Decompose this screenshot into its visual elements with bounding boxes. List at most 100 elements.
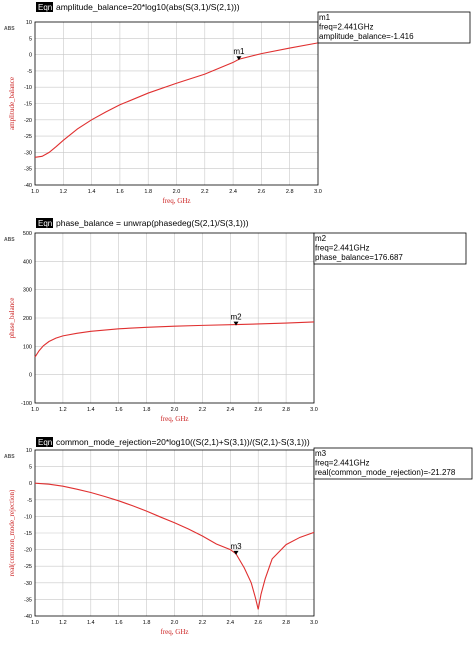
marker-readout-line: freq=2.441GHz [319, 23, 373, 32]
marker-label: m3 [230, 542, 242, 551]
y-tick-label: 0 [29, 373, 32, 379]
plot-frame [34, 449, 315, 617]
x-axis-label: freq, GHz [161, 415, 189, 423]
y-tick-label: -30 [24, 150, 32, 156]
x-tick-label: 1.0 [31, 407, 39, 413]
y-axis-label: amplitude_balance [8, 77, 16, 130]
plot-frame [34, 21, 319, 186]
eqn-badge-label: Eqn [38, 219, 52, 228]
y-tick-label: 500 [23, 231, 32, 237]
marker-readout-line: freq=2.441GHz [315, 244, 369, 253]
x-tick-label: 2.8 [282, 407, 290, 413]
marker-label: m1 [233, 47, 245, 56]
x-tick-label: 2.2 [199, 407, 207, 413]
y-tick-label: 400 [23, 259, 32, 265]
marker-readout-box [317, 11, 471, 44]
y-tick-label: 300 [23, 288, 32, 294]
marker-readout-line: m3 [315, 449, 327, 458]
x-tick-label: 1.4 [87, 620, 95, 626]
marker-readout-line: freq=2.441GHz [315, 459, 369, 468]
eqn-badge [36, 437, 53, 447]
y-tick-label: -25 [24, 134, 32, 140]
marker-readout-box [313, 232, 467, 265]
marker-label: m2 [230, 313, 242, 322]
marker-readout-line: amplitude_balance=-1.416 [319, 32, 414, 41]
eqn-badge-label: Eqn [38, 3, 52, 12]
x-tick-label: 1.8 [143, 407, 151, 413]
y-tick-label: -20 [24, 548, 32, 554]
y-tick-label: -10 [24, 85, 32, 91]
y-tick-label: -5 [27, 498, 32, 504]
chart-panel-2: Eqn phase_balance = unwrap(phasedeg(S(2,1… [4, 218, 467, 423]
y-tick-label: -10 [24, 514, 32, 520]
y-tick-label: -5 [27, 69, 32, 75]
x-tick-label: 2.0 [171, 620, 179, 626]
eqn-badge-label: Eqn [38, 438, 52, 447]
series-line-1 [34, 42, 319, 158]
eqn-badge [36, 2, 53, 12]
y-axis-label: phase_balance [8, 298, 16, 339]
x-tick-label: 2.2 [201, 189, 209, 195]
series-line-1 [34, 482, 315, 610]
y-tick-label: -40 [24, 183, 32, 189]
x-tick-label: 2.0 [171, 407, 179, 413]
y-tick-label: -30 [24, 581, 32, 587]
y-tick-label: 0 [29, 481, 32, 487]
x-tick-label: 2.8 [282, 620, 290, 626]
y-tick-label: -35 [24, 597, 32, 603]
x-axis-label: freq, GHz [163, 197, 191, 205]
series-line-1 [34, 321, 315, 358]
marker-readout-line: real(common_mode_rejection)=-21.278 [315, 468, 456, 477]
y-tick-label: 10 [26, 20, 32, 26]
equation-text: phase_balance = unwrap(phasedeg(S(2,1)/S… [56, 218, 249, 228]
x-tick-label: 1.4 [87, 407, 95, 413]
equation-text: amplitude_balance=20*log10(abs(S(3,1)/S(… [56, 2, 240, 12]
x-tick-label: 1.6 [115, 620, 123, 626]
marker-triangle [236, 56, 242, 61]
y-tick-label: -40 [24, 614, 32, 620]
chart-panel-1: Eqn amplitude_balance=20*log10(abs(S(3,1)… [4, 2, 471, 205]
y-axis-label: real(common_mode_rejection) [8, 489, 16, 576]
x-tick-label: 1.2 [59, 189, 67, 195]
x-tick-label: 3.0 [310, 620, 318, 626]
x-axis-label: freq, GHz [161, 628, 189, 636]
y-tick-label: -25 [24, 564, 32, 570]
x-tick-label: 2.6 [254, 620, 262, 626]
x-tick-label: 2.8 [286, 189, 294, 195]
y-tick-label: 5 [29, 465, 32, 471]
scale-tag: ABS [4, 237, 15, 243]
y-tick-label: -35 [24, 167, 32, 173]
x-tick-label: 1.8 [143, 620, 151, 626]
x-tick-label: 2.0 [173, 189, 181, 195]
y-tick-label: 5 [29, 36, 32, 42]
x-tick-label: 1.8 [144, 189, 152, 195]
y-tick-label: 10 [26, 448, 32, 454]
y-tick-label: -15 [24, 102, 32, 108]
y-tick-label: 200 [23, 316, 32, 322]
x-tick-label: 3.0 [310, 407, 318, 413]
x-tick-label: 1.0 [31, 620, 39, 626]
y-tick-label: -100 [21, 401, 32, 407]
x-tick-label: 1.2 [59, 407, 67, 413]
x-tick-label: 1.2 [59, 620, 67, 626]
x-tick-label: 1.4 [88, 189, 96, 195]
marker-readout-box [313, 447, 473, 480]
x-tick-label: 1.0 [31, 189, 39, 195]
x-tick-label: 1.6 [116, 189, 124, 195]
x-tick-label: 3.0 [314, 189, 322, 195]
chart-panel-3: Eqn common_mode_rejection=20*log10((S(2,1… [4, 437, 473, 636]
y-tick-label: -20 [24, 118, 32, 124]
scale-tag: ABS [4, 454, 15, 460]
y-tick-label: -15 [24, 531, 32, 537]
plot-frame [34, 232, 315, 404]
x-tick-label: 2.6 [254, 407, 262, 413]
x-tick-label: 2.6 [258, 189, 266, 195]
scale-tag: ABS [4, 26, 15, 32]
x-tick-label: 2.4 [226, 620, 234, 626]
marker-readout-line: m1 [319, 13, 331, 22]
y-tick-label: 100 [23, 344, 32, 350]
marker-readout-line: m2 [315, 234, 327, 243]
eqn-badge [36, 218, 53, 228]
x-tick-label: 1.6 [115, 407, 123, 413]
